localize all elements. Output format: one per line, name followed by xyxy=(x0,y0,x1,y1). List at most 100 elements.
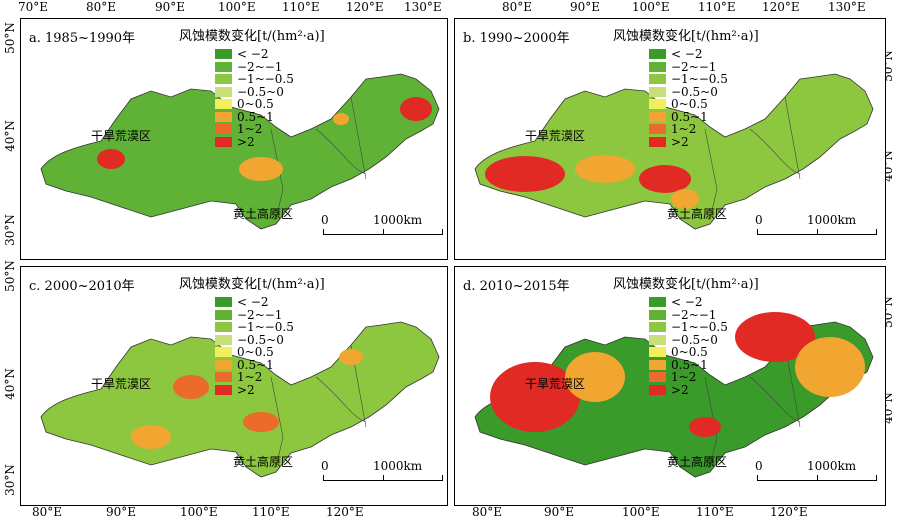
legend-swatch xyxy=(649,86,666,97)
change-hotspot xyxy=(97,149,125,169)
region-label-arid: 干旱荒漠区 xyxy=(525,129,586,143)
legend-swatch xyxy=(215,99,232,110)
scale-bar: 0 1000km xyxy=(321,459,447,485)
legend-item: −1~−0.5 xyxy=(215,72,325,87)
region-label-arid: 干旱荒漠区 xyxy=(525,377,586,391)
change-hotspot xyxy=(689,417,721,437)
legend-label: 1~2 xyxy=(671,370,697,385)
lon-label: 110°E xyxy=(698,0,736,14)
legend-item: −0.5~0 xyxy=(649,333,759,347)
legend-swatch xyxy=(649,111,666,122)
lon-label: 80°E xyxy=(502,0,533,14)
change-hotspot xyxy=(639,165,691,193)
panel-title: d. 2010~2015年 xyxy=(463,279,570,294)
legend-swatch xyxy=(649,297,666,308)
legend-title: 风蚀模数变化[t/(hm²·a)] xyxy=(613,277,759,292)
legend-label: 1~2 xyxy=(237,370,263,385)
lon-label: 80°E xyxy=(32,505,63,519)
map-shape xyxy=(474,312,874,478)
map-shape xyxy=(40,321,440,478)
lon-label: 100°E xyxy=(180,505,218,519)
legend-swatch xyxy=(215,384,232,395)
scale-bar: 0 1000km xyxy=(755,459,885,485)
legend-item: >2 xyxy=(649,135,759,149)
legend-label: 0~0.5 xyxy=(671,97,708,112)
legend-label: 1~2 xyxy=(671,122,697,137)
legend-label: 0~0.5 xyxy=(237,345,274,360)
legend-swatch xyxy=(215,372,232,383)
change-hotspot xyxy=(243,412,279,432)
lon-label: 120°E xyxy=(762,0,800,14)
lon-label: 120°E xyxy=(326,505,364,519)
legend-swatch xyxy=(649,372,666,383)
legend-item: >2 xyxy=(215,134,325,149)
scale-label: 1000km xyxy=(807,459,857,473)
region-label-loess: 黄土高原区 xyxy=(233,207,294,221)
legend-label: < −2 xyxy=(237,295,269,310)
legend-item: 0.5~1 xyxy=(649,358,759,372)
legend-item: >2 xyxy=(649,383,759,397)
legend-label: −1~−0.5 xyxy=(671,320,728,335)
legend-item: −2~−1 xyxy=(649,60,759,74)
legend-item: 1~2 xyxy=(215,370,325,385)
lon-label: 110°E xyxy=(282,0,320,14)
panel-title: c. 2000~2010年 xyxy=(29,279,135,294)
legend-item: −2~−1 xyxy=(215,308,325,322)
legend-item: 0~0.5 xyxy=(215,345,325,360)
legend-label: 0.5~1 xyxy=(237,357,274,372)
lon-label: 130°E xyxy=(828,0,866,14)
change-hotspot xyxy=(400,97,432,121)
legend-swatch xyxy=(215,136,232,147)
scale-label: 1000km xyxy=(373,459,423,473)
lon-label: 90°E xyxy=(544,505,575,519)
legend-label: >2 xyxy=(237,134,255,149)
legend-label: 1~2 xyxy=(237,122,263,137)
legend-label: 0.5~1 xyxy=(671,109,708,124)
legend-item: < −2 xyxy=(215,47,325,61)
region-label-arid: 干旱荒漠区 xyxy=(91,377,152,391)
region-label-loess: 黄土高原区 xyxy=(667,455,728,469)
legend-label: < −2 xyxy=(671,295,703,310)
legend-swatch xyxy=(215,61,232,72)
panel-title: a. 1985~1990年 xyxy=(29,31,136,46)
region-label-loess: 黄土高原区 xyxy=(233,455,294,469)
legend-label: −1~−0.5 xyxy=(237,72,294,87)
region-label-arid: 干旱荒漠区 xyxy=(91,129,152,143)
legend-label: −1~−0.5 xyxy=(671,72,728,87)
legend-title: 风蚀模数变化[t/(hm²·a)] xyxy=(179,277,325,292)
change-hotspot xyxy=(131,425,171,449)
legend-item: 1~2 xyxy=(649,122,759,137)
legend-item: 0~0.5 xyxy=(215,97,325,111)
scale-zero: 0 xyxy=(755,459,763,473)
legend-swatch xyxy=(649,359,666,370)
legend-swatch xyxy=(649,124,666,135)
legend-swatch xyxy=(649,384,666,395)
legend-title: 风蚀模数变化[t/(hm²·a)] xyxy=(179,29,325,44)
legend-swatch xyxy=(215,111,232,122)
legend-label: 0~0.5 xyxy=(671,345,708,360)
legend-swatch xyxy=(649,99,666,110)
legend-swatch xyxy=(649,74,666,85)
legend-item: 1~2 xyxy=(649,370,759,385)
legend-item: 0.5~1 xyxy=(215,110,325,124)
lon-label: 80°E xyxy=(472,505,503,519)
legend-item: < −2 xyxy=(649,295,759,310)
legend-title: 风蚀模数变化[t/(hm²·a)] xyxy=(613,29,759,44)
legend-swatch xyxy=(649,334,666,345)
lon-label: 100°E xyxy=(218,0,256,14)
lon-label: 90°E xyxy=(570,0,601,14)
lat-label: 50°N xyxy=(2,260,17,292)
legend-item: −1~−0.5 xyxy=(649,72,759,87)
map-panel-4: d. 2010~2015年 风蚀模数变化[t/(hm²·a)] < −2 −2~−… xyxy=(454,266,886,506)
legend-swatch xyxy=(215,86,232,97)
legend-item: −1~−0.5 xyxy=(215,320,325,334)
legend: 风蚀模数变化[t/(hm²·a)] < −2 −2~−1 −1~−0.5 −0.5~0… xyxy=(613,25,759,149)
legend-label: >2 xyxy=(237,382,255,397)
map-shape xyxy=(474,73,874,230)
legend-item: −0.5~0 xyxy=(215,85,325,99)
legend: 风蚀模数变化[t/(hm²·a)] < −2 −2~−1 −1~−0.5 −0.5~0… xyxy=(613,273,759,397)
map-panel-3: c. 2000~2010年 风蚀模数变化[t/(hm²·a)] < −2 −2~−… xyxy=(20,266,448,506)
legend-label: −2~−1 xyxy=(671,307,717,322)
legend-swatch xyxy=(215,322,232,333)
legend-swatch xyxy=(215,309,232,320)
